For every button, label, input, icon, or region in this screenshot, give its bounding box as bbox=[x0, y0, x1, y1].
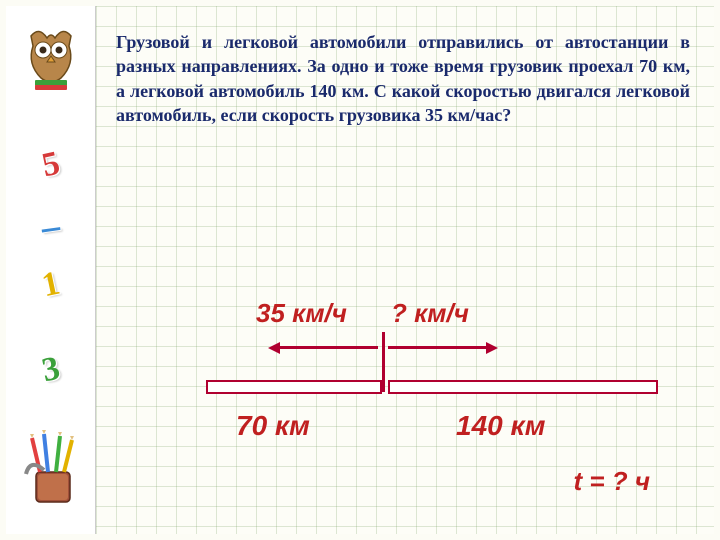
speed-left-label: 35 км/ч bbox=[256, 298, 347, 329]
time-label: t = ? ч bbox=[573, 466, 650, 497]
arrow-right-icon bbox=[388, 346, 488, 349]
center-tick bbox=[382, 332, 385, 392]
arrow-left-icon bbox=[278, 346, 378, 349]
distance-left-label: 70 км bbox=[236, 410, 310, 442]
arrow-row bbox=[116, 338, 690, 358]
speed-right-label: ? км/ч bbox=[391, 298, 469, 329]
sidebar-digit-5: 5 bbox=[38, 145, 63, 186]
sidebar: 5 − 1 3 bbox=[6, 6, 96, 534]
pencil-cup-icon bbox=[16, 430, 86, 510]
sidebar-digit-3: 3 bbox=[38, 350, 63, 391]
sidebar-minus: − bbox=[36, 205, 65, 255]
sidebar-digit-1: 1 bbox=[38, 265, 63, 306]
owl-icon bbox=[21, 26, 81, 92]
bar-left bbox=[206, 380, 382, 394]
diagram: 35 км/ч ? км/ч 70 км 140 км t = ? ч bbox=[116, 280, 690, 520]
distance-right-label: 140 км bbox=[456, 410, 545, 442]
bar-right bbox=[388, 380, 658, 394]
problem-text: Грузовой и легковой автомобили отправили… bbox=[116, 30, 690, 127]
